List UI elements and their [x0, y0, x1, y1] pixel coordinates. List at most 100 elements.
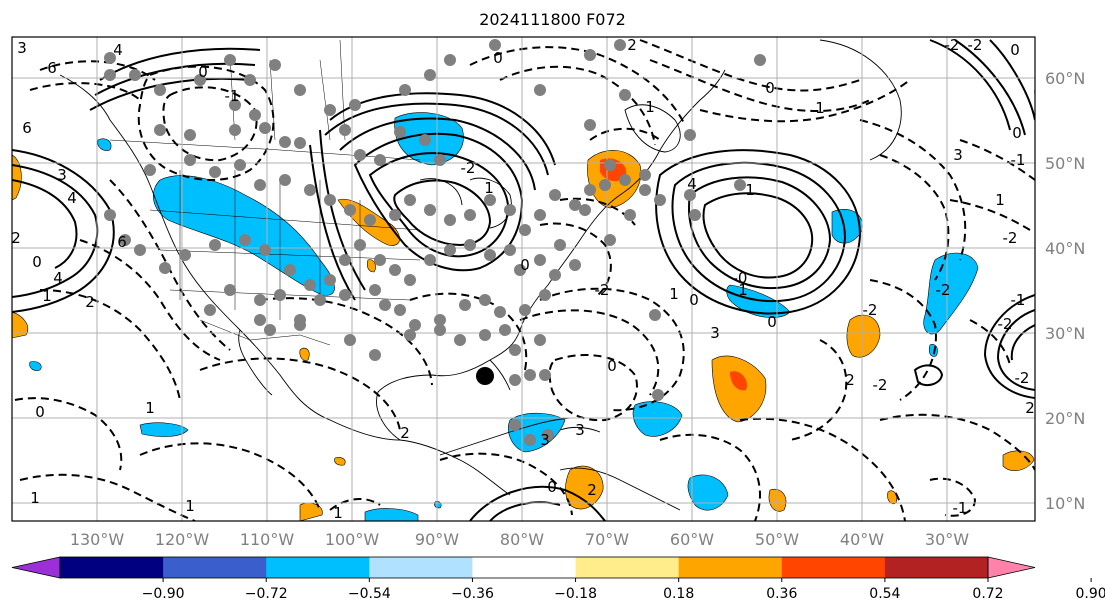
station-dot	[104, 209, 116, 221]
station-dot	[639, 169, 651, 181]
contour-label: -2	[968, 36, 983, 54]
station-dot	[584, 119, 596, 131]
station-dot	[119, 234, 131, 246]
colorbar-tick-label: −0.90	[142, 586, 185, 602]
contour-label: 1	[484, 179, 494, 197]
station-dot	[534, 334, 546, 346]
station-dot	[534, 84, 546, 96]
station-dot	[599, 179, 611, 191]
contour-label: 6	[117, 233, 127, 251]
contour-label: 0	[493, 49, 503, 67]
station-markers	[104, 39, 766, 446]
colorbar-segment	[369, 557, 473, 578]
station-dot	[209, 166, 221, 178]
contour-label: 0	[767, 313, 777, 331]
station-dot	[619, 174, 631, 186]
station-dot	[614, 39, 626, 51]
contour-label: -2	[945, 36, 960, 54]
station-dot	[259, 122, 271, 134]
station-dot	[129, 69, 141, 81]
station-dot	[294, 84, 306, 96]
station-dot	[294, 319, 306, 331]
colorbar-tick-label: −0.72	[245, 586, 288, 602]
colorbar-segment	[575, 557, 680, 578]
contour-label: 0	[689, 291, 699, 309]
contour-label: 2	[627, 36, 637, 54]
station-dot	[639, 184, 651, 196]
lat-label: 40°N	[1045, 239, 1085, 258]
station-dot	[324, 274, 336, 286]
contour-label: 1	[669, 285, 679, 303]
contour-label: -2	[998, 315, 1013, 333]
colorbar-segment	[163, 557, 267, 578]
station-dot	[229, 124, 241, 136]
station-dot	[484, 194, 496, 206]
contour-label: -2	[863, 301, 878, 319]
contour-label: 1	[145, 399, 155, 417]
lon-label: 100°W	[325, 530, 380, 549]
contour-label: 3	[953, 146, 963, 164]
station-dot	[369, 349, 381, 361]
station-dot	[434, 324, 446, 336]
contour-label: -1	[1011, 291, 1026, 309]
station-dot	[649, 309, 661, 321]
contour-label: 1	[30, 489, 40, 507]
contour-label: 3	[17, 39, 27, 57]
station-dot	[194, 74, 206, 86]
station-dot	[604, 234, 616, 246]
colorbar-extend-low	[11, 556, 61, 579]
station-dot	[344, 334, 356, 346]
station-dot	[224, 284, 236, 296]
station-dot	[374, 154, 386, 166]
contour-label: 3	[57, 166, 67, 184]
contour-label: 1	[745, 181, 755, 199]
station-dot	[484, 249, 496, 261]
contour-label: -2	[936, 281, 951, 299]
station-dot	[104, 52, 116, 64]
station-dot	[494, 306, 506, 318]
station-dot	[444, 214, 456, 226]
station-dot	[479, 294, 491, 306]
colorbar-tick-label: −0.54	[348, 586, 391, 602]
contour-label: 1	[333, 504, 343, 522]
contour-label: 0	[198, 63, 208, 81]
contour-label: 3	[575, 421, 585, 439]
station-dot	[394, 126, 406, 138]
contour-label: 2	[85, 293, 95, 311]
contour-label: 1	[738, 281, 748, 299]
station-dot	[419, 134, 431, 146]
station-dot	[144, 164, 156, 176]
station-dot	[479, 329, 491, 341]
station-dot	[619, 89, 631, 101]
colorbar-tick-label: 0.72	[972, 586, 1003, 602]
contour-label: 4	[53, 269, 63, 287]
station-dot	[519, 224, 531, 236]
station-dot	[444, 244, 456, 256]
station-dot	[399, 84, 411, 96]
station-dot	[404, 274, 416, 286]
station-dot	[434, 314, 446, 326]
contour-label: -2	[1003, 229, 1018, 247]
station-dot	[354, 239, 366, 251]
station-dot	[524, 369, 536, 381]
station-dot	[554, 239, 566, 251]
lat-label: 60°N	[1045, 69, 1085, 88]
storm-center-marker	[476, 367, 494, 385]
station-dot	[364, 214, 376, 226]
contour-label: 0	[520, 256, 530, 274]
station-dot	[624, 209, 636, 221]
station-dot	[464, 209, 476, 221]
station-dot	[584, 184, 596, 196]
contour-label: 1	[645, 98, 655, 116]
lon-label: 70°W	[585, 530, 629, 549]
station-dot	[294, 137, 306, 149]
contour-label: 0	[607, 357, 617, 375]
lon-label: 120°W	[155, 530, 210, 549]
contour-label: -1	[225, 87, 240, 105]
station-dot	[499, 324, 511, 336]
station-dot	[524, 434, 536, 446]
contour-label: -2	[873, 376, 888, 394]
station-dot	[314, 294, 326, 306]
contour-label: 4	[687, 175, 697, 193]
station-dot	[209, 239, 221, 251]
